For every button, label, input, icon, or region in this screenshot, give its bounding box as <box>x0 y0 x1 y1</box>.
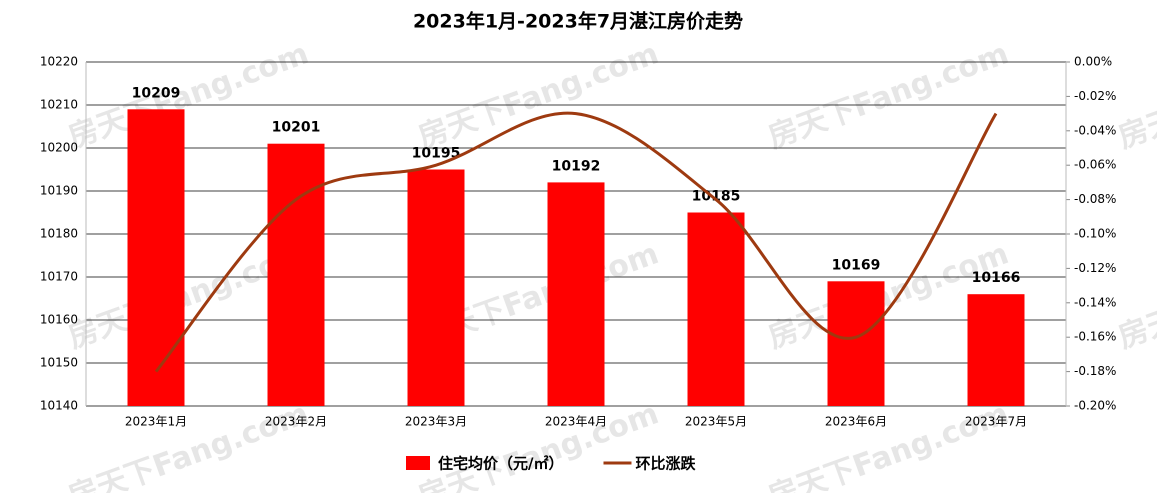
y2-tick-label: -0.12% <box>1074 261 1116 275</box>
y-tick-label: 10210 <box>40 98 78 112</box>
watermark: 房天下Fang.com <box>64 36 314 155</box>
watermark: 房天下Fang.com <box>414 396 664 493</box>
x-tick-label: 2023年2月 <box>265 415 327 429</box>
x-tick-label: 2023年7月 <box>965 415 1027 429</box>
watermark: 房天下Fang.com <box>764 36 1014 155</box>
x-tick-label: 2023年3月 <box>405 415 467 429</box>
bar <box>827 281 885 406</box>
x-tick-label: 2023年4月 <box>545 415 607 429</box>
y-tick-label: 10180 <box>40 227 78 241</box>
watermark: 房天下Fang.com <box>64 396 314 493</box>
y2-tick-label: -0.08% <box>1074 192 1116 206</box>
data-label: 10209 <box>132 85 181 101</box>
bar <box>127 109 185 407</box>
y2-tick-label: -0.18% <box>1074 364 1116 378</box>
data-label: 10185 <box>692 189 741 205</box>
data-label: 10169 <box>832 257 881 273</box>
legend-label: 环比涨跌 <box>635 455 696 473</box>
x-tick-label: 2023年5月 <box>685 415 747 429</box>
x-tick-label: 2023年1月 <box>125 415 187 429</box>
y-tick-label: 10170 <box>40 270 78 284</box>
data-label: 10195 <box>412 146 461 162</box>
legend-label: 住宅均价（元/㎡） <box>438 455 563 473</box>
y2-tick-label: -0.04% <box>1074 123 1116 137</box>
y2-tick-label: -0.06% <box>1074 158 1116 172</box>
line <box>154 111 998 373</box>
y-tick-label: 10160 <box>40 313 78 327</box>
y2-tick-label: 0.00% <box>1074 55 1112 69</box>
x-tick-label: 2023年6月 <box>825 415 887 429</box>
bar <box>547 182 605 406</box>
chart-title: 2023年1月-2023年7月湛江房价走势 <box>413 10 743 33</box>
data-label: 10166 <box>972 270 1021 286</box>
y-tick-label: 10190 <box>40 184 78 198</box>
y-tick-label: 10150 <box>40 356 78 370</box>
legend-swatch <box>406 456 430 470</box>
y2-tick-label: -0.20% <box>1074 399 1116 413</box>
data-label: 10192 <box>552 158 601 174</box>
y2-tick-label: -0.02% <box>1074 89 1116 103</box>
bar <box>407 169 465 406</box>
data-label: 10201 <box>272 120 321 136</box>
y-tick-label: 10200 <box>40 141 78 155</box>
bar <box>687 212 745 406</box>
y2-tick-label: -0.14% <box>1074 295 1116 309</box>
watermark: 房天下Fang.com <box>1114 36 1157 155</box>
watermark: 房天下Fang.com <box>764 396 1014 493</box>
watermark: 房天下Fang.com <box>1114 236 1157 355</box>
bar <box>967 294 1025 406</box>
y-tick-label: 10220 <box>40 55 78 69</box>
watermark: 房天下Fang.com <box>414 36 664 155</box>
y-tick-label: 10140 <box>40 399 78 413</box>
y2-tick-label: -0.16% <box>1074 330 1116 344</box>
y2-tick-label: -0.10% <box>1074 227 1116 241</box>
bar <box>267 143 325 406</box>
